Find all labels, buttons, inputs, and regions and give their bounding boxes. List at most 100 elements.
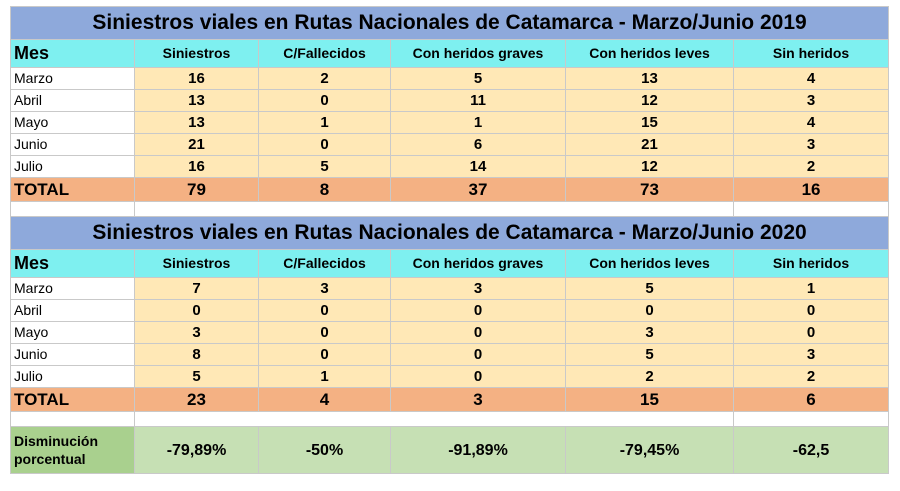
value-cell: 16 xyxy=(134,67,259,90)
total-cell: 6 xyxy=(732,387,890,412)
value-cell: 3 xyxy=(732,343,890,366)
value-cell: 5 xyxy=(258,155,391,178)
value-cell: 8 xyxy=(134,343,259,366)
total-row-2019: TOTAL 79 8 37 73 16 xyxy=(10,177,890,202)
month-cell: Abril xyxy=(10,89,135,112)
value-cell: 3 xyxy=(565,321,734,344)
month-cell: Junio xyxy=(10,133,135,156)
header-fallecidos: C/Fallecidos xyxy=(258,249,391,278)
value-cell: 3 xyxy=(732,89,890,112)
value-cell: 0 xyxy=(732,321,890,344)
value-cell: 0 xyxy=(258,321,391,344)
total-row-2020: TOTAL 23 4 3 15 6 xyxy=(10,387,890,412)
total-cell: 8 xyxy=(258,177,391,202)
value-cell: 14 xyxy=(390,155,566,178)
header-sin-heridos: Sin heridos xyxy=(732,249,890,278)
total-cell: 79 xyxy=(134,177,259,202)
value-cell: 0 xyxy=(390,299,566,322)
header-mes: Mes xyxy=(10,39,135,68)
value-cell: 2 xyxy=(258,67,391,90)
value-cell: 3 xyxy=(258,277,391,300)
total-label: TOTAL xyxy=(10,177,135,202)
header-row-2020: Mes Siniestros C/Fallecidos Con heridos … xyxy=(10,249,890,278)
table-row: Julio 16 5 14 12 2 xyxy=(10,155,890,178)
value-cell: 4 xyxy=(732,111,890,134)
total-cell: 23 xyxy=(134,387,259,412)
table-row: Abril 0 0 0 0 0 xyxy=(10,299,890,322)
month-cell: Abril xyxy=(10,299,135,322)
decrease-cell: -91,89% xyxy=(390,426,566,474)
value-cell: 0 xyxy=(732,299,890,322)
value-cell: 6 xyxy=(390,133,566,156)
title-row-2020: Siniestros viales en Rutas Nacionales de… xyxy=(9,216,890,250)
table-row: Marzo 16 2 5 13 4 xyxy=(10,67,890,90)
value-cell: 1 xyxy=(732,277,890,300)
value-cell: 12 xyxy=(565,155,734,178)
value-cell: 5 xyxy=(390,67,566,90)
total-cell: 37 xyxy=(390,177,566,202)
table-title-2020: Siniestros viales en Rutas Nacionales de… xyxy=(9,216,890,250)
value-cell: 11 xyxy=(390,89,566,112)
value-cell: 0 xyxy=(390,321,566,344)
header-heridos-graves: Con heridos graves xyxy=(390,39,566,68)
value-cell: 3 xyxy=(390,277,566,300)
value-cell: 0 xyxy=(258,343,391,366)
value-cell: 15 xyxy=(565,111,734,134)
header-heridos-graves: Con heridos graves xyxy=(390,249,566,278)
value-cell: 4 xyxy=(732,67,890,90)
decrease-cell: -79,45% xyxy=(565,426,734,474)
total-label: TOTAL xyxy=(10,387,135,412)
value-cell: 0 xyxy=(258,89,391,112)
header-heridos-leves: Con heridos leves xyxy=(565,39,734,68)
value-cell: 2 xyxy=(732,365,890,388)
header-mes: Mes xyxy=(10,249,135,278)
month-cell: Marzo xyxy=(10,277,135,300)
total-cell: 3 xyxy=(390,387,566,412)
value-cell: 16 xyxy=(134,155,259,178)
table-row: Junio 21 0 6 21 3 xyxy=(10,133,890,156)
value-cell: 3 xyxy=(134,321,259,344)
spacer-row xyxy=(10,201,890,217)
value-cell: 0 xyxy=(258,133,391,156)
value-cell: 13 xyxy=(134,111,259,134)
decrease-label: Disminución porcentual xyxy=(10,426,135,474)
decrease-cell: -50% xyxy=(258,426,391,474)
month-cell: Mayo xyxy=(10,111,135,134)
value-cell: 1 xyxy=(390,111,566,134)
month-cell: Mayo xyxy=(10,321,135,344)
value-cell: 1 xyxy=(258,365,391,388)
value-cell: 3 xyxy=(732,133,890,156)
value-cell: 2 xyxy=(565,365,734,388)
total-cell: 16 xyxy=(732,177,890,202)
value-cell: 5 xyxy=(134,365,259,388)
table-row: Mayo 13 1 1 15 4 xyxy=(10,111,890,134)
value-cell: 7 xyxy=(134,277,259,300)
value-cell: 0 xyxy=(565,299,734,322)
table-row: Marzo 7 3 3 5 1 xyxy=(10,277,890,300)
header-heridos-leves: Con heridos leves xyxy=(565,249,734,278)
value-cell: 0 xyxy=(390,365,566,388)
spreadsheet: Siniestros viales en Rutas Nacionales de… xyxy=(9,6,890,474)
value-cell: 21 xyxy=(565,133,734,156)
decrease-cell: -79,89% xyxy=(134,426,259,474)
header-sin-heridos: Sin heridos xyxy=(732,39,890,68)
value-cell: 12 xyxy=(565,89,734,112)
table-row: Mayo 3 0 0 3 0 xyxy=(10,321,890,344)
month-cell: Junio xyxy=(10,343,135,366)
table-row: Junio 8 0 0 5 3 xyxy=(10,343,890,366)
total-cell: 15 xyxy=(565,387,734,412)
value-cell: 0 xyxy=(258,299,391,322)
value-cell: 5 xyxy=(565,343,734,366)
table-row: Julio 5 1 0 2 2 xyxy=(10,365,890,388)
month-cell: Julio xyxy=(10,155,135,178)
accidents-table: Siniestros viales en Rutas Nacionales de… xyxy=(9,6,890,474)
month-cell: Marzo xyxy=(10,67,135,90)
value-cell: 13 xyxy=(565,67,734,90)
title-row-2019: Siniestros viales en Rutas Nacionales de… xyxy=(9,6,890,40)
value-cell: 21 xyxy=(134,133,259,156)
header-siniestros: Siniestros xyxy=(134,249,259,278)
decrease-cell: -62,5 xyxy=(732,426,890,474)
header-row-2019: Mes Siniestros C/Fallecidos Con heridos … xyxy=(10,39,890,68)
value-cell: 0 xyxy=(390,343,566,366)
total-cell: 73 xyxy=(565,177,734,202)
